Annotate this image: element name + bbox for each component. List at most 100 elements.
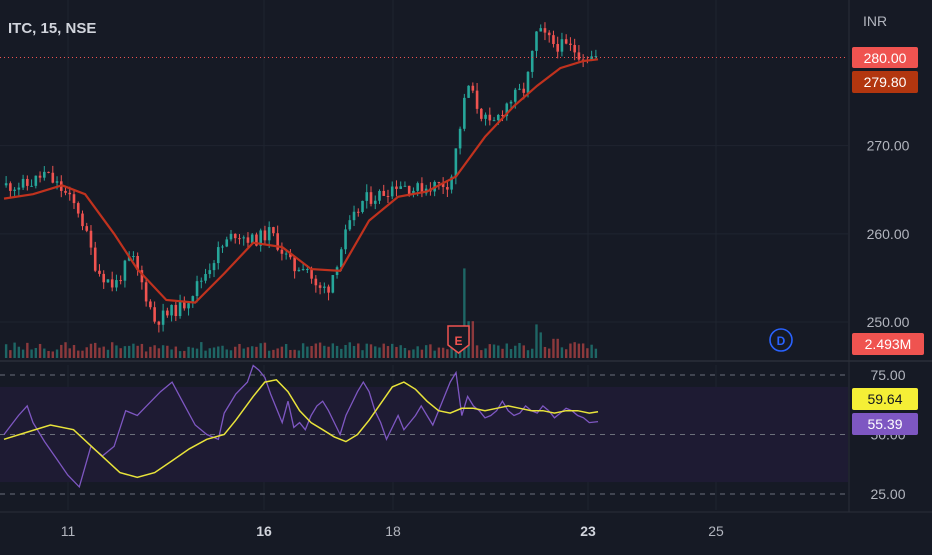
candle-body	[530, 50, 534, 72]
volume-bar	[403, 348, 407, 358]
volume-bar	[191, 347, 195, 358]
candle-body	[467, 85, 470, 98]
volume-bar	[47, 350, 50, 358]
volume-bar	[127, 345, 131, 358]
last-price-badge-label: 280.00	[864, 50, 907, 66]
candle-body	[318, 285, 322, 288]
candle-body	[85, 226, 89, 231]
time-tick-label: 18	[385, 523, 401, 539]
candle-body	[43, 171, 46, 178]
volume-bar	[157, 348, 161, 358]
volume-bar	[458, 351, 462, 358]
volume-bar	[30, 349, 33, 358]
candle-body	[496, 114, 500, 121]
rsi-layer	[3, 364, 599, 489]
volume-bar	[229, 350, 233, 358]
candle-body	[547, 32, 551, 36]
volume-bar	[323, 345, 326, 358]
volume-bar	[361, 350, 364, 358]
candle-body	[272, 227, 275, 234]
candle-body	[26, 178, 29, 186]
volume-bar	[174, 346, 178, 358]
candle-body	[38, 175, 42, 178]
candle-body	[289, 253, 292, 258]
candle-body	[373, 200, 377, 204]
volume-bar	[106, 349, 110, 358]
candle-body	[259, 230, 262, 246]
candle-body	[564, 39, 568, 44]
volume-bar	[85, 347, 88, 358]
candle-body	[509, 101, 513, 104]
candle-body	[488, 114, 492, 121]
volume-bar	[251, 346, 254, 358]
candle-body	[93, 247, 97, 271]
volume-layer	[4, 268, 598, 358]
volume-bar	[13, 342, 16, 358]
candle-body	[204, 274, 207, 281]
candle-body	[157, 321, 161, 325]
volume-bar	[242, 348, 245, 358]
volume-badge: 2.493M	[852, 333, 924, 355]
candle-body	[34, 175, 38, 186]
candle-body	[505, 103, 509, 117]
rsi-band-layer	[0, 374, 848, 495]
volume-bar	[374, 346, 377, 358]
volume-bar	[543, 346, 547, 358]
rsi-ma-badge-bg	[852, 388, 918, 410]
candle-body	[543, 28, 547, 33]
volume-bar	[77, 350, 80, 358]
axis-layer: 250.00260.00270.0025.0050.0075.001116182…	[0, 57, 910, 539]
candle-body	[352, 211, 356, 221]
volume-bar	[301, 343, 305, 358]
volume-bar	[509, 349, 513, 358]
candle-body	[454, 148, 458, 177]
candle-body	[255, 234, 258, 246]
volume-bar	[399, 345, 402, 358]
candle-body	[437, 181, 441, 183]
rsi-ma-line	[3, 378, 599, 479]
candle-body	[560, 39, 564, 52]
volume-bar	[200, 342, 203, 358]
volume-bar	[569, 343, 572, 358]
volume-bar	[556, 338, 559, 358]
candle-body	[153, 307, 156, 322]
candle-body	[475, 90, 479, 109]
candle-body	[166, 310, 169, 316]
candle-body	[106, 279, 110, 283]
volume-bar	[60, 344, 63, 358]
candle-body	[250, 234, 254, 243]
volume-bar	[475, 345, 479, 358]
dividend-marker[interactable]: D	[769, 328, 793, 352]
volume-bar	[331, 343, 335, 358]
candle-body	[81, 213, 84, 227]
volume-bar	[518, 343, 521, 358]
volume-bar	[306, 346, 309, 358]
volume-bar	[289, 349, 292, 358]
candle-body	[263, 230, 267, 241]
volume-bar	[115, 345, 118, 358]
volume-bar	[195, 348, 199, 358]
volume-badge-bg	[852, 333, 924, 355]
volume-bar	[395, 346, 398, 358]
volume-bar	[412, 349, 415, 358]
candle-body	[13, 189, 16, 191]
candle-body	[412, 190, 415, 195]
earnings-marker[interactable]: E	[447, 325, 470, 354]
volume-bar	[594, 348, 598, 358]
candle-body	[276, 233, 279, 250]
candle-body	[64, 190, 67, 193]
candle-body	[492, 120, 496, 122]
candle-body	[183, 300, 186, 309]
volume-badge-label: 2.493M	[865, 336, 912, 352]
volume-bar	[348, 342, 351, 358]
volume-bar	[187, 346, 190, 358]
volume-bar	[450, 343, 453, 358]
volume-bar	[221, 345, 224, 358]
volume-bar	[267, 350, 271, 358]
candle-body	[208, 270, 212, 275]
candle-body	[590, 56, 593, 61]
candle-body	[382, 190, 386, 196]
time-tick-label: 16	[256, 523, 272, 539]
